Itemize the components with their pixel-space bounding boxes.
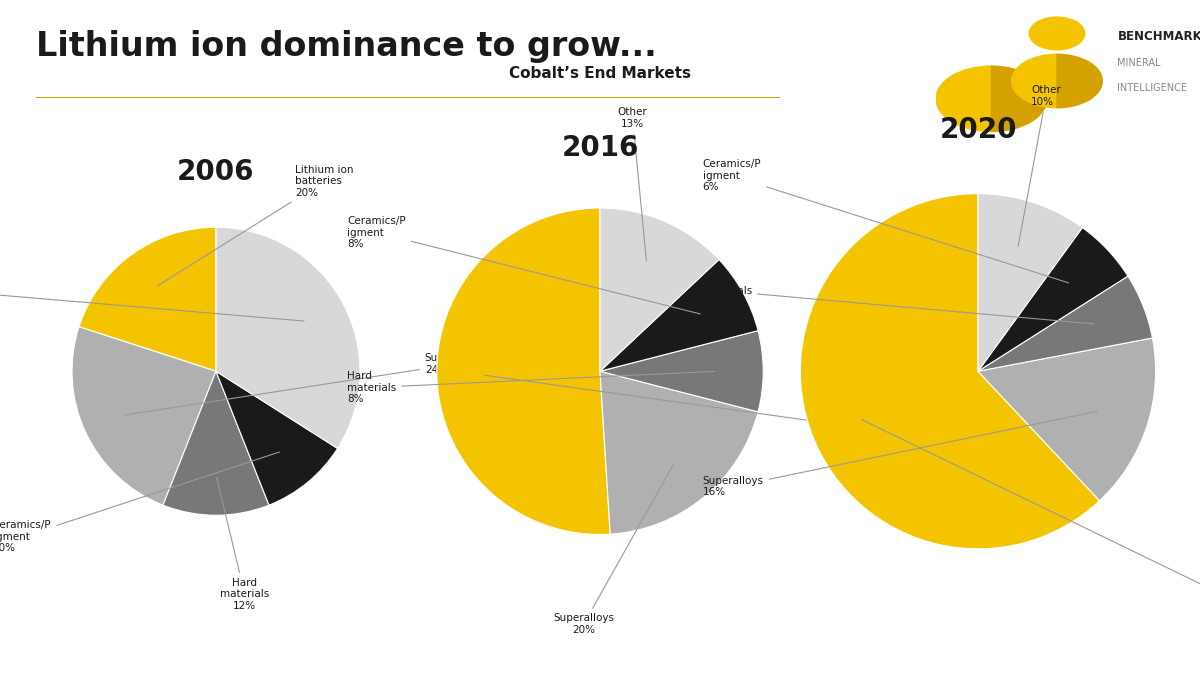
Circle shape <box>1030 17 1085 50</box>
Text: Ceramics/P
igment
8%: Ceramics/P igment 8% <box>347 216 701 314</box>
Text: Ceramics/P
igment
10%: Ceramics/P igment 10% <box>0 452 280 554</box>
Text: Lithium ion
batteries
20%: Lithium ion batteries 20% <box>157 165 354 286</box>
Text: BENCHMARK: BENCHMARK <box>1117 30 1200 43</box>
Title: 2020: 2020 <box>940 116 1016 144</box>
FancyBboxPatch shape <box>36 97 780 98</box>
Wedge shape <box>600 208 719 371</box>
Text: Superalloys
24%: Superalloys 24% <box>125 353 486 415</box>
Wedge shape <box>79 227 216 371</box>
Text: Hard
materials
6%: Hard materials 6% <box>703 275 1094 324</box>
Wedge shape <box>800 194 1099 549</box>
Wedge shape <box>1057 54 1103 108</box>
Text: Cobalt’s End Markets: Cobalt’s End Markets <box>509 66 691 81</box>
Wedge shape <box>1012 54 1057 108</box>
Wedge shape <box>163 371 269 515</box>
Text: Superalloys
16%: Superalloys 16% <box>703 411 1097 497</box>
Text: Other
10%: Other 10% <box>1018 85 1061 247</box>
Wedge shape <box>991 66 1046 132</box>
Wedge shape <box>216 227 360 448</box>
Title: 2006: 2006 <box>178 158 254 186</box>
Text: Lithium ion dominance to grow...: Lithium ion dominance to grow... <box>36 30 656 63</box>
Wedge shape <box>978 194 1082 371</box>
Wedge shape <box>600 371 758 534</box>
Text: Superalloys
20%: Superalloys 20% <box>553 464 673 635</box>
Wedge shape <box>72 327 216 505</box>
Text: Hard
materials
12%: Hard materials 12% <box>217 478 270 611</box>
Wedge shape <box>978 338 1156 501</box>
Wedge shape <box>600 331 763 412</box>
Text: MINERAL: MINERAL <box>1117 58 1160 68</box>
Text: Hard
materials
8%: Hard materials 8% <box>347 371 715 404</box>
Text: Other
34%: Other 34% <box>0 281 304 321</box>
Text: Other
13%: Other 13% <box>618 107 648 261</box>
Text: INTELLIGENCE: INTELLIGENCE <box>1117 84 1188 93</box>
Text: Ceramics/P
igment
6%: Ceramics/P igment 6% <box>703 159 1068 283</box>
Text: Lithium ion
batteries
51%: Lithium ion batteries 51% <box>485 375 895 445</box>
Title: 2016: 2016 <box>562 134 638 162</box>
Wedge shape <box>600 259 758 371</box>
Wedge shape <box>936 66 991 132</box>
Wedge shape <box>978 227 1128 371</box>
Wedge shape <box>437 208 611 535</box>
Wedge shape <box>216 371 337 505</box>
Wedge shape <box>978 276 1152 371</box>
Text: Lithium ion
batteries
62%: Lithium ion batteries 62% <box>862 420 1200 619</box>
